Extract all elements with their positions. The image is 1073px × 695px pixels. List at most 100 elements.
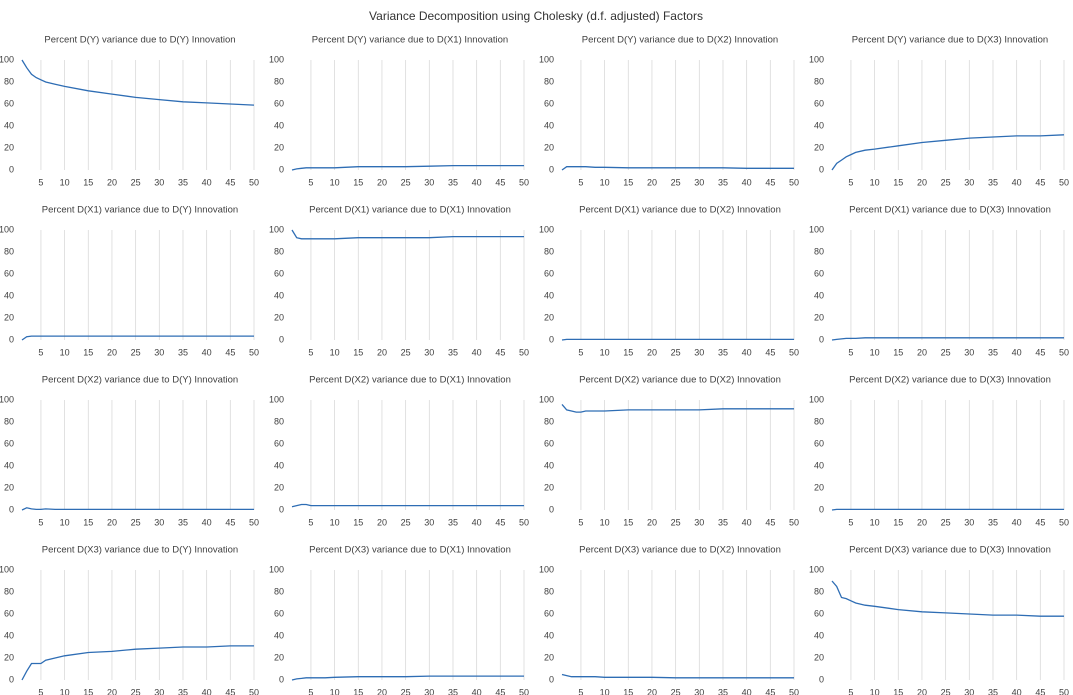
panel-title: Percent D(X3) variance due to D(X3) Inno… xyxy=(849,545,1051,556)
x-tick-label: 10 xyxy=(870,177,880,187)
x-tick-label: 15 xyxy=(623,687,633,695)
y-tick-label: 20 xyxy=(274,142,284,152)
x-tick-label: 20 xyxy=(107,687,117,695)
x-tick-label: 50 xyxy=(789,687,799,695)
x-tick-label: 50 xyxy=(789,517,799,527)
data-line xyxy=(561,673,794,679)
x-tick-label: 45 xyxy=(225,177,235,187)
y-tick-label: 100 xyxy=(539,564,554,574)
x-tick-label: 30 xyxy=(154,687,164,695)
x-tick-label: 10 xyxy=(600,347,610,357)
y-tick-label: 100 xyxy=(269,394,284,404)
y-tick-label: 40 xyxy=(814,120,824,130)
y-tick-label: 60 xyxy=(274,268,284,278)
x-tick-label: 5 xyxy=(308,517,313,527)
x-tick-label: 25 xyxy=(941,347,951,357)
y-tick-label: 0 xyxy=(279,674,284,684)
x-tick-label: 35 xyxy=(448,687,458,695)
panel-title: Percent D(X1) variance due to D(Y) Innov… xyxy=(42,205,238,216)
panel-title: Percent D(Y) variance due to D(X2) Innov… xyxy=(582,35,778,46)
x-tick-label: 10 xyxy=(60,517,70,527)
y-tick-label: 100 xyxy=(809,54,824,64)
y-tick-label: 60 xyxy=(4,98,14,108)
y-tick-label: 0 xyxy=(9,334,14,344)
x-tick-label: 40 xyxy=(742,687,752,695)
x-tick-label: 45 xyxy=(1035,347,1045,357)
x-tick-label: 35 xyxy=(178,347,188,357)
y-tick-label: 100 xyxy=(0,394,14,404)
y-tick-label: 40 xyxy=(544,630,554,640)
x-tick-label: 50 xyxy=(249,347,259,357)
y-tick-label: 80 xyxy=(814,586,824,596)
x-tick-label: 10 xyxy=(600,517,610,527)
x-tick-label: 35 xyxy=(718,687,728,695)
x-tick-label: 30 xyxy=(964,177,974,187)
y-tick-label: 20 xyxy=(274,482,284,492)
y-tick-label: 40 xyxy=(4,120,14,130)
data-line xyxy=(21,507,254,511)
y-tick-label: 0 xyxy=(9,164,14,174)
y-tick-label: 40 xyxy=(814,460,824,470)
x-tick-label: 35 xyxy=(988,347,998,357)
x-tick-label: 15 xyxy=(623,347,633,357)
x-tick-label: 15 xyxy=(893,687,903,695)
x-tick-label: 20 xyxy=(107,177,117,187)
x-tick-label: 30 xyxy=(964,687,974,695)
x-tick-label: 30 xyxy=(424,177,434,187)
data-line xyxy=(561,338,794,341)
x-tick-label: 35 xyxy=(718,517,728,527)
y-tick-label: 40 xyxy=(274,120,284,130)
x-tick-label: 45 xyxy=(765,517,775,527)
x-tick-label: 45 xyxy=(495,347,505,357)
x-tick-label: 10 xyxy=(330,177,340,187)
x-tick-label: 5 xyxy=(578,517,583,527)
x-tick-label: 5 xyxy=(308,687,313,695)
x-tick-label: 40 xyxy=(472,687,482,695)
y-tick-label: 40 xyxy=(274,630,284,640)
y-tick-label: 40 xyxy=(544,290,554,300)
y-tick-label: 20 xyxy=(544,652,554,662)
x-tick-label: 45 xyxy=(225,517,235,527)
y-tick-label: 0 xyxy=(9,674,14,684)
x-tick-label: 10 xyxy=(60,347,70,357)
x-tick-label: 5 xyxy=(38,687,43,695)
x-tick-label: 25 xyxy=(401,517,411,527)
x-tick-label: 30 xyxy=(964,347,974,357)
y-tick-label: 100 xyxy=(269,54,284,64)
x-tick-label: 40 xyxy=(472,517,482,527)
x-tick-label: 40 xyxy=(202,687,212,695)
x-tick-label: 40 xyxy=(742,347,752,357)
x-tick-label: 10 xyxy=(870,347,880,357)
y-tick-label: 20 xyxy=(4,142,14,152)
x-tick-label: 5 xyxy=(38,347,43,357)
x-tick-label: 30 xyxy=(424,517,434,527)
x-tick-label: 50 xyxy=(249,177,259,187)
data-line xyxy=(561,166,794,171)
x-tick-label: 5 xyxy=(578,347,583,357)
y-tick-label: 60 xyxy=(814,268,824,278)
data-line xyxy=(291,229,524,240)
x-tick-label: 25 xyxy=(131,687,141,695)
x-tick-label: 50 xyxy=(249,687,259,695)
x-tick-label: 15 xyxy=(353,517,363,527)
x-tick-label: 40 xyxy=(202,517,212,527)
panel-title: Percent D(Y) variance due to D(X1) Innov… xyxy=(312,35,508,46)
data-line xyxy=(291,503,524,508)
x-tick-label: 10 xyxy=(870,517,880,527)
x-tick-label: 10 xyxy=(60,687,70,695)
y-tick-label: 100 xyxy=(539,54,554,64)
x-tick-label: 25 xyxy=(671,517,681,527)
x-tick-label: 25 xyxy=(671,687,681,695)
x-tick-label: 30 xyxy=(694,177,704,187)
data-line xyxy=(831,508,1064,511)
y-tick-label: 80 xyxy=(4,246,14,256)
x-tick-label: 50 xyxy=(519,177,529,187)
panel-title: Percent D(X2) variance due to D(X2) Inno… xyxy=(579,375,781,386)
data-line xyxy=(831,337,1064,341)
x-tick-label: 35 xyxy=(178,517,188,527)
y-tick-label: 80 xyxy=(274,76,284,86)
data-line xyxy=(21,335,254,341)
y-tick-label: 20 xyxy=(544,142,554,152)
x-tick-label: 10 xyxy=(330,347,340,357)
y-tick-label: 40 xyxy=(4,460,14,470)
